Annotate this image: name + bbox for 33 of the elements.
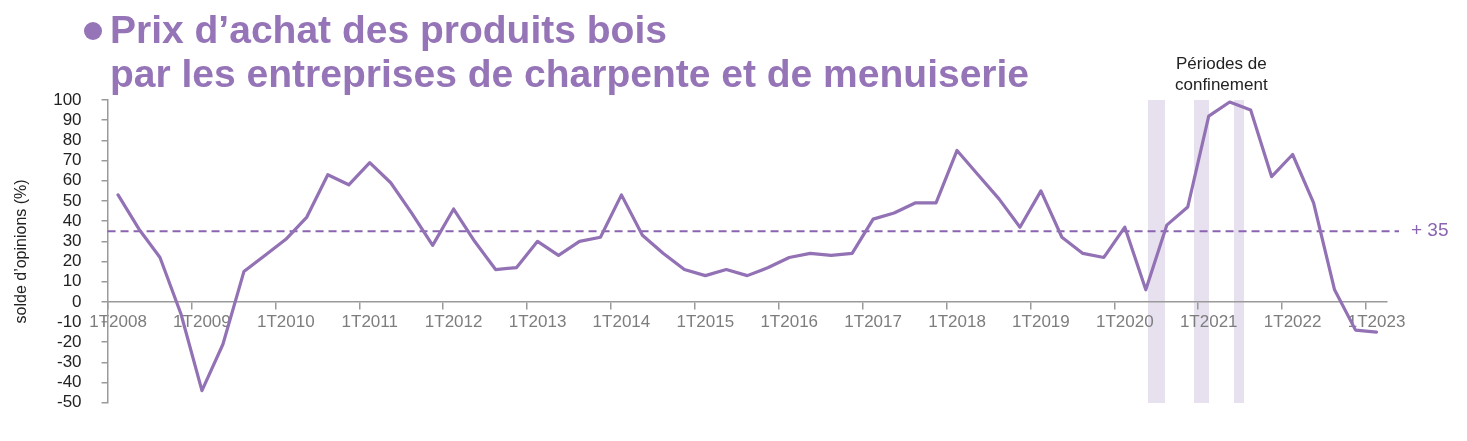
y-tick-label: 50 [62,190,82,210]
x-tick-label: 1T2014 [592,311,651,331]
x-tick-label: 1T2015 [676,311,735,331]
x-tick-label: 1T2021 [1179,311,1238,331]
chart-title: Prix d’achat des produits bois par les entreprises de charpente et de menuiserie [110,8,1030,96]
x-tick-label: 1T2020 [1095,311,1154,331]
x-tick-label: 1T2017 [844,311,902,331]
x-tick-label: 1T2019 [1012,311,1070,331]
y-tick-label: 80 [62,130,82,150]
y-tick-label: 0 [72,291,82,311]
y-tick-label: 90 [62,109,82,129]
y-tick-label: -30 [56,352,82,372]
y-tick-label: 40 [62,210,82,230]
y-tick-label: -20 [56,331,82,351]
y-tick-label: 70 [62,150,82,170]
y-tick-label: 60 [62,170,82,190]
y-tick-label: -10 [56,311,82,331]
text: Périodes de confinement [1174,54,1268,95]
x-tick-label: 1T2022 [1263,311,1322,331]
x-tick-label: 1T2016 [760,311,819,331]
x-tick-label: 1T2010 [257,311,315,331]
y-tick-label: -50 [56,392,82,412]
y-tick-label: 20 [62,251,82,271]
ref-line-label: + 35 [1411,219,1449,241]
x-tick-label: 1T2013 [508,311,567,331]
y-tick-label: 100 [53,89,82,109]
x-tick-label: 1T2012 [424,311,483,331]
x-tick-label: 1T2011 [341,311,398,331]
y-axis-title: solde d’opinions (%) [12,179,30,324]
y-tick-label: 30 [62,230,82,250]
y-tick-label: 10 [62,271,82,291]
y-tick-label: -40 [56,372,82,392]
x-tick-label: 1T2018 [928,311,986,331]
